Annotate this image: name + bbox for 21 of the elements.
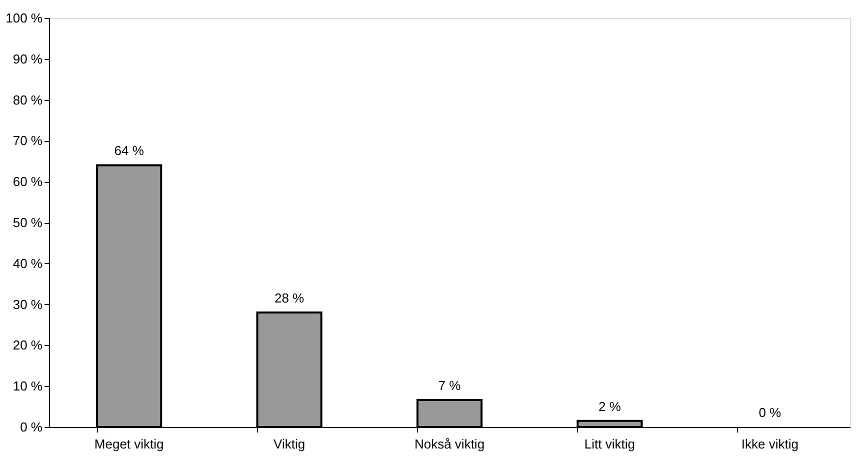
x-tick-label: Ikke viktig [741, 436, 798, 452]
y-tick-label: 70 % [12, 133, 43, 148]
x-tick-label: Nokså viktig [414, 436, 485, 452]
data-label: 2 % [598, 398, 622, 414]
y-tick-label: 0 % [20, 420, 43, 434]
y-tick-label: 90 % [12, 51, 43, 66]
y-tick-label: 80 % [12, 92, 43, 108]
x-tick-label: Litt viktig [584, 436, 635, 452]
y-tick-label: 30 % [12, 296, 43, 312]
y-tick-label: 50 % [12, 215, 43, 230]
data-label: 0 % [758, 405, 782, 420]
y-tick-label: 40 % [12, 256, 43, 271]
y-tick-label: 20 % [12, 338, 43, 353]
data-label: 64 % [114, 143, 144, 158]
data-label: 28 % [274, 290, 305, 306]
data-label: 7 % [438, 378, 462, 394]
x-tick-label: Viktig [274, 436, 306, 452]
y-tick-label: 10 % [12, 378, 43, 394]
y-tick-label: 100 % [6, 10, 43, 26]
x-tick-label: Meget viktig [94, 436, 164, 452]
y-tick-label: 60 % [12, 174, 43, 190]
